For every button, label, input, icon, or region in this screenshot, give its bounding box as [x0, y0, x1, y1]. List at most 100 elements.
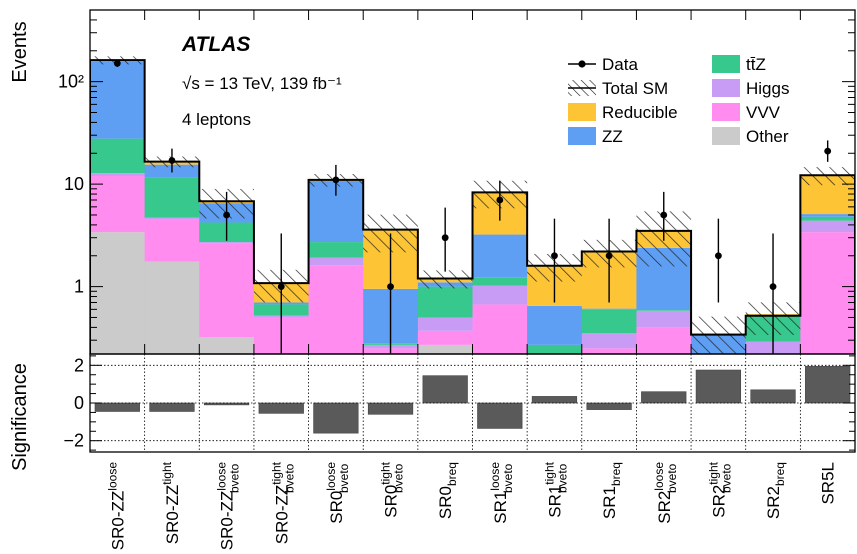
x-label-scripts: tightbveto: [269, 461, 296, 493]
legend-swatch: [712, 55, 740, 73]
x-label-subscript: breq: [773, 462, 787, 486]
legend-label: VVV: [746, 103, 781, 122]
x-label-superscript: loose: [215, 462, 229, 491]
selection-label: 4 leptons: [182, 110, 251, 129]
legend-swatch: [712, 79, 740, 97]
bar-higgs-11: [636, 310, 692, 328]
legend-data-marker: [578, 60, 586, 68]
significance-panel: 2 0 −2: [63, 353, 856, 453]
experiment-label: ATLAS: [181, 33, 250, 56]
x-label-subscript: bveto: [282, 463, 296, 493]
legend-swatch: [568, 103, 596, 121]
legend-swatch: [712, 103, 740, 121]
bar-higgs-10: [581, 333, 637, 349]
bar-vvv-1: [90, 176, 146, 233]
y-tick-label: 10²: [58, 72, 84, 92]
y-tick-label: 1: [74, 277, 84, 297]
x-label-base: SR0-ZZ: [218, 491, 237, 551]
x-tick-label-14: SR5L: [819, 462, 838, 505]
x-label-subscript: bveto: [337, 463, 351, 493]
x-label-base: SR0: [327, 491, 346, 524]
x-label-scripts: loosebveto: [215, 462, 242, 493]
significance-bar-13: [750, 389, 796, 404]
significance-bar-14: [805, 365, 851, 404]
data-point-8: [496, 196, 504, 204]
x-label-subscript: bveto: [719, 463, 733, 493]
x-label-base: SR1: [600, 486, 619, 519]
y-axis-title: Events: [9, 21, 31, 82]
x-label-scripts: loose: [105, 462, 119, 491]
bar-ttz-2: [144, 177, 200, 218]
legend-swatch: [712, 127, 740, 145]
lower-y-axis-title: Significance: [9, 363, 31, 471]
x-label-scripts: tight: [160, 461, 174, 484]
significance-bar-5: [313, 402, 359, 434]
significance-bar-2: [149, 402, 195, 412]
x-label-base: SR5L: [819, 462, 838, 505]
x-label-superscript: tight: [160, 461, 174, 484]
bar-ttz-8: [472, 277, 528, 286]
significance-bar-9: [531, 396, 578, 404]
legend: Data Total SM Reducible ZZ tt̄Z Higgs VVV Other: [568, 55, 789, 146]
bar-zz-14: [800, 214, 855, 217]
x-tick-label-6: SR0tightbveto: [379, 461, 406, 517]
x-label-base: SR0: [382, 485, 401, 518]
x-tick-label-1: SR0-ZZloose: [105, 462, 127, 551]
lower-y-tick-label: −2: [63, 431, 84, 451]
x-label-base: SR2: [709, 485, 728, 518]
bar-vvv-8: [472, 304, 528, 354]
bar-other-3: [199, 337, 255, 354]
bar-ttz-5: [308, 242, 364, 258]
x-label-base: SR0-ZZ: [272, 485, 291, 545]
lower-y-tick-label: 0: [74, 393, 84, 413]
x-tick-label-13: SR2breq: [764, 462, 787, 519]
bar-vvv-2: [144, 219, 200, 262]
legend-label: Higgs: [746, 79, 789, 98]
x-label-base: SR2: [655, 491, 674, 524]
data-point-9: [551, 252, 558, 260]
data-point-1: [113, 59, 121, 67]
bar-ttz-7: [417, 286, 473, 318]
data-point-14: [824, 147, 832, 155]
bar-vvv-11: [636, 327, 692, 354]
bar-zz-10: [581, 308, 637, 310]
x-label-scripts: breq: [445, 462, 459, 486]
x-label-base: SR2: [764, 486, 783, 519]
atlas-label-block: ATLAS √s = 13 TeV, 139 fb⁻¹ 4 leptons: [181, 33, 342, 129]
x-tick-labels: SR0-ZZlooseSR0-ZZtightSR0-ZZloosebvetoSR…: [105, 461, 837, 550]
bar-zz-9: [527, 305, 583, 345]
legend-label: Total SM: [602, 79, 668, 98]
bar-vvv-7: [417, 330, 473, 345]
lower-y-tick-label: 2: [74, 355, 84, 375]
x-tick-label-9: SR1tightbveto: [542, 461, 569, 517]
significance-bar-1: [94, 402, 140, 412]
x-tick-label-12: SR2tightbveto: [706, 461, 733, 517]
bar-zz-8: [472, 234, 528, 278]
x-tick-label-8: SR1loosebveto: [488, 462, 515, 524]
x-label-base: SR1: [491, 491, 510, 524]
significance-bar-6: [367, 402, 414, 415]
data-point-7: [441, 234, 449, 242]
x-label-scripts: tightbveto: [706, 461, 733, 493]
x-tick-label-3: SR0-ZZloosebveto: [215, 462, 242, 551]
legend-label: Data: [602, 55, 638, 74]
y-tick-label: 10: [64, 174, 84, 194]
legend-label: ZZ: [602, 127, 623, 146]
x-label-subscript: bveto: [555, 463, 569, 493]
x-label-superscript: tight: [542, 461, 556, 484]
bar-higgs-7: [417, 317, 473, 331]
bar-higgs-3: [199, 242, 255, 244]
total-sm-outline: [90, 59, 855, 354]
bar-ttz-1: [90, 138, 146, 174]
x-tick-label-7: SR0breq: [436, 462, 459, 519]
x-label-superscript: loose: [488, 462, 502, 491]
bar-higgs-14: [800, 220, 855, 233]
x-label-scripts: loosebveto: [488, 462, 515, 493]
x-label-base: SR0-ZZ: [163, 485, 182, 545]
x-label-scripts: breq: [609, 462, 623, 486]
x-label-scripts: loosebveto: [324, 462, 351, 493]
x-label-subscript: bveto: [228, 463, 242, 493]
bar-higgs-5: [308, 257, 364, 266]
significance-bar-10: [586, 402, 632, 410]
